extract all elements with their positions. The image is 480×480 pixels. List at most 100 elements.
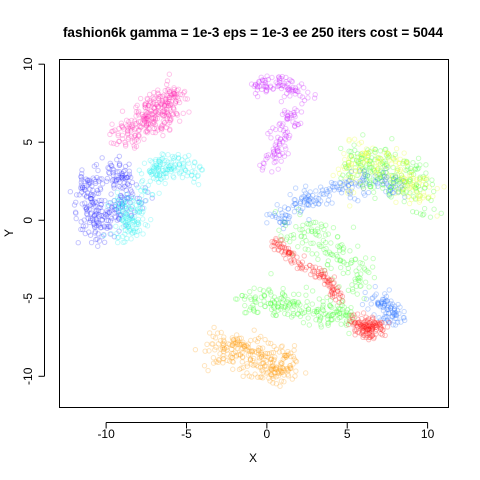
scatter-point-7-1-35 — [385, 307, 392, 313]
scatter-point-0-0-215 — [176, 99, 183, 106]
scatter-point-0-0-164 — [150, 101, 156, 107]
scatter-point-5-0-60 — [349, 312, 355, 318]
scatter-point-5-0-119 — [305, 309, 312, 315]
scatter-point-5-1-103 — [357, 180, 363, 187]
scatter-point-3-0-31 — [252, 81, 259, 88]
scatter-point-5-2-55 — [300, 222, 306, 228]
scatter-point-2-0-154 — [136, 198, 142, 205]
scatter-point-1-0-16 — [94, 187, 101, 194]
scatter-point-4-0-136 — [260, 360, 266, 366]
scatter-point-4-0-266 — [234, 336, 240, 342]
scatter-point-1-1-18 — [119, 171, 125, 177]
scatter-point-8-1-7 — [347, 318, 353, 324]
scatter-point-2-0-194 — [152, 158, 159, 165]
scatter-point-5-1-57 — [438, 210, 444, 216]
scatter-point-0-0-63 — [151, 105, 158, 111]
scatter-point-5-1-71 — [368, 183, 374, 190]
scatter-point-1-0-151 — [93, 208, 100, 214]
scatter-point-1-1-17 — [120, 172, 126, 179]
scatter-point-7-0-85 — [290, 202, 296, 209]
scatter-point-4-0-202 — [278, 378, 285, 384]
scatter-point-5-2-80 — [336, 283, 342, 290]
scatter-point-3-1-46 — [260, 164, 266, 171]
scatter-point-1-0-231 — [108, 207, 115, 213]
scatter-point-1-0-226 — [92, 203, 99, 209]
scatter-point-5-0-183 — [326, 312, 332, 318]
scatter-point-0-0-31 — [116, 138, 122, 145]
scatter-point-8-1-33 — [349, 314, 356, 320]
scatter-point-7-0-52 — [302, 190, 309, 196]
scatter-point-5-1-122 — [385, 164, 391, 170]
scatter-point-8-1-99 — [370, 315, 376, 322]
scatter-point-5-0-123 — [324, 294, 330, 301]
scatter-point-6-0-17 — [403, 160, 409, 166]
scatter-point-7-0-119 — [283, 212, 289, 219]
scatter-point-5-2-4 — [323, 222, 329, 228]
scatter-point-7-0-70 — [398, 184, 404, 190]
scatter-point-8-0-8 — [285, 251, 292, 257]
scatter-point-1-0-97 — [85, 203, 91, 210]
scatter-point-0-0-196 — [144, 110, 150, 116]
scatter-point-8-0-26 — [269, 243, 275, 249]
scatter-point-1-0-122 — [99, 217, 105, 224]
scatter-point-5-1-93 — [396, 177, 403, 183]
scatter-point-4-0-149 — [281, 379, 287, 385]
scatter-point-7-0-87 — [365, 189, 372, 196]
scatter-point-4-0-49 — [287, 363, 293, 369]
scatter-point-7-0-101 — [319, 187, 326, 193]
scatter-point-0-0-176 — [161, 92, 167, 98]
scatter-point-5-1-30 — [398, 175, 405, 181]
scatter-point-3-0-80 — [281, 83, 288, 90]
scatter-point-7-0-39 — [273, 214, 279, 220]
chart-title: fashion6k gamma = 1e-3 eps = 1e-3 ee 250… — [63, 25, 444, 40]
scatter-point-7-0-146 — [319, 190, 325, 197]
scatter-point-4-0-70 — [256, 347, 262, 354]
scatter-point-8-0-84 — [322, 268, 328, 274]
scatter-point-6-0-123 — [410, 175, 417, 181]
scatter-point-2-0-102 — [162, 166, 169, 172]
scatter-point-5-1-207 — [383, 152, 390, 158]
scatter-point-5-1-63 — [415, 155, 422, 162]
scatter-point-1-0-10 — [73, 215, 79, 222]
scatter-point-6-0-79 — [413, 176, 420, 183]
scatter-point-6-0-68 — [391, 157, 398, 163]
scatter-point-4-0-67 — [227, 341, 233, 348]
scatter-point-5-2-61 — [321, 246, 327, 253]
scatter-point-6-1-1 — [362, 151, 369, 157]
scatter-point-8-0-80 — [285, 248, 292, 255]
scatter-point-6-1-10 — [359, 150, 366, 157]
scatter-point-8-1-12 — [365, 322, 371, 328]
scatter-point-5-0-130 — [305, 315, 311, 321]
scatter-point-6-1-31 — [346, 181, 352, 188]
scatter-point-0-0-36 — [135, 112, 142, 118]
scatter-point-1-1-50 — [121, 180, 127, 186]
scatter-point-7-0-30 — [302, 183, 309, 189]
scatter-point-3-0-59 — [293, 87, 299, 94]
scatter-point-4-0-4 — [279, 369, 285, 375]
scatter-point-0-0-189 — [134, 136, 140, 142]
scatter-point-8-1-124 — [373, 324, 379, 330]
scatter-point-6-1-48 — [360, 185, 367, 192]
scatter-point-2-0-29 — [165, 159, 171, 165]
scatter-point-6-0-44 — [365, 152, 372, 158]
scatter-point-5-1-99 — [358, 155, 365, 161]
scatter-point-4-0-276 — [278, 359, 284, 366]
scatter-point-7-0-26 — [383, 165, 389, 172]
scatter-point-3-1-63 — [292, 123, 298, 130]
scatter-point-5-1-10 — [429, 181, 436, 188]
scatter-point-4-0-254 — [239, 354, 246, 360]
scatter-point-7-1-28 — [374, 301, 381, 307]
scatter-point-8-1-128 — [384, 324, 391, 330]
scatter-point-5-1-115 — [372, 170, 378, 176]
scatter-point-7-0-140 — [301, 188, 307, 194]
scatter-point-3-1-11 — [275, 145, 281, 151]
scatter-point-7-1-69 — [381, 315, 387, 322]
scatter-point-6-0-112 — [392, 190, 398, 197]
scatter-point-8-1-113 — [356, 319, 363, 325]
scatter-point-1-1-52 — [119, 194, 125, 200]
scatter-point-4-0-153 — [210, 355, 217, 361]
scatter-point-4-0-238 — [267, 365, 274, 371]
scatter-point-0-1-20 — [172, 100, 178, 106]
scatter-point-5-1-153 — [345, 159, 352, 166]
scatter-point-2-0-15 — [149, 192, 156, 198]
